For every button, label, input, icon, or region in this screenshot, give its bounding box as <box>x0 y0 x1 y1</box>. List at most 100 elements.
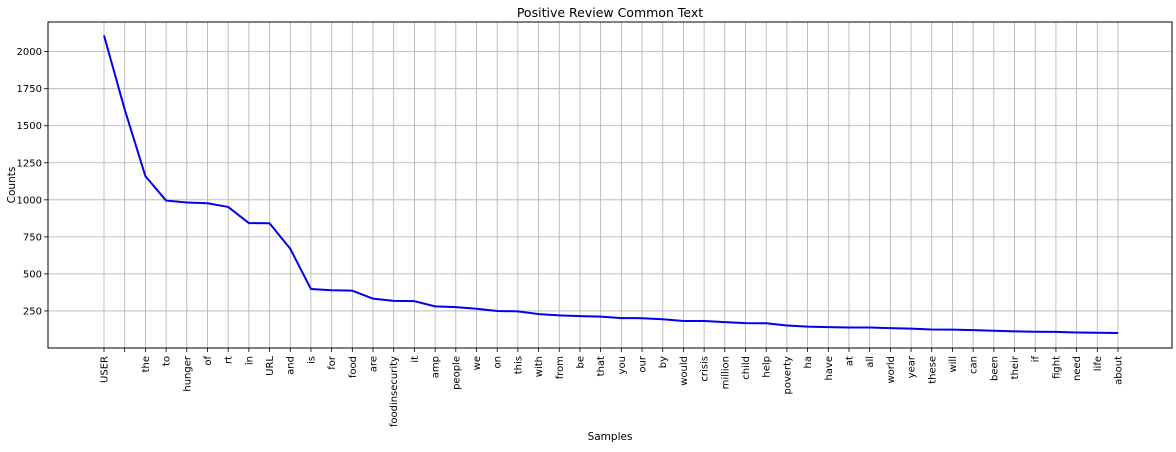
x-tick-label: for <box>327 355 338 370</box>
axis-ticks: USER the to hunger of rt in URL and is for food are f… <box>17 47 1125 427</box>
y-axis-label: Counts <box>6 167 18 204</box>
data-point <box>972 329 974 331</box>
y-tick-label: 2000 <box>17 47 42 58</box>
x-tick-label: rt <box>224 356 235 364</box>
x-tick-label: at <box>844 356 855 366</box>
x-tick-label: need <box>1072 356 1083 381</box>
x-tick-label: million <box>720 356 731 389</box>
x-tick-label: ha <box>803 356 814 368</box>
data-series <box>103 34 1119 335</box>
x-tick-label: child <box>741 356 752 380</box>
x-tick-label: you <box>617 356 628 374</box>
data-point <box>393 300 395 302</box>
x-tick-label: fight <box>1051 356 1062 379</box>
data-point <box>910 328 912 330</box>
x-tick-label: is <box>306 356 317 364</box>
data-point <box>641 317 643 319</box>
x-tick-label: to <box>162 356 173 366</box>
data-point <box>827 326 829 328</box>
data-point <box>703 320 705 322</box>
series-line <box>103 35 1119 335</box>
y-tick-label: 250 <box>23 306 42 317</box>
chart-title: Positive Review Common Text <box>517 5 703 20</box>
x-tick-label: all <box>865 356 876 368</box>
data-point <box>103 34 105 36</box>
data-point <box>206 202 208 204</box>
x-tick-label: the <box>141 356 152 372</box>
x-tick-label: be <box>575 356 586 369</box>
data-point <box>310 288 312 290</box>
data-point <box>724 321 726 323</box>
x-tick-label: amp <box>431 356 442 378</box>
data-point <box>807 326 809 328</box>
data-point <box>413 300 415 302</box>
x-tick-label: our <box>638 355 649 372</box>
y-tick-label: 1000 <box>17 195 42 206</box>
data-point <box>455 306 457 308</box>
x-tick-label: by <box>658 356 669 368</box>
x-tick-label: in <box>244 356 255 365</box>
y-tick-label: 1750 <box>17 84 42 95</box>
x-axis-label: Samples <box>588 431 633 443</box>
plot-frame <box>47 21 1173 349</box>
data-point <box>124 108 126 110</box>
x-tick-label: USER <box>100 356 111 383</box>
data-point <box>331 289 333 291</box>
data-point <box>1076 331 1078 333</box>
x-tick-label: that <box>596 356 607 376</box>
data-point <box>600 316 602 318</box>
x-tick-label: help <box>762 356 773 378</box>
x-tick-label: hunger <box>182 355 193 392</box>
data-point <box>517 310 519 312</box>
data-point <box>558 314 560 316</box>
data-point <box>1096 332 1098 334</box>
x-tick-label: and <box>286 356 297 375</box>
data-point <box>848 327 850 329</box>
data-point <box>579 315 581 317</box>
data-point <box>1034 331 1036 333</box>
x-tick-label: food <box>348 356 359 378</box>
data-point <box>765 322 767 324</box>
data-point <box>869 327 871 329</box>
x-tick-label: about <box>1114 356 1125 385</box>
y-tick-label: 750 <box>23 232 42 243</box>
data-point <box>889 327 891 329</box>
data-point <box>144 175 146 177</box>
data-point <box>1055 331 1057 333</box>
data-point <box>745 322 747 324</box>
data-point <box>1014 330 1016 332</box>
x-tick-label: URL <box>265 356 276 376</box>
data-point <box>351 290 353 292</box>
x-tick-label: from <box>555 356 566 379</box>
x-tick-label: on <box>493 356 504 368</box>
data-point <box>993 330 995 332</box>
data-point <box>186 201 188 203</box>
grid-lines <box>48 22 1172 348</box>
x-tick-label: have <box>824 356 835 381</box>
x-tick-label: life <box>1093 356 1104 371</box>
data-point <box>662 318 664 320</box>
x-tick-label: crisis <box>700 356 711 382</box>
x-tick-label: year <box>907 355 918 378</box>
data-point <box>496 310 498 312</box>
x-tick-label: we <box>472 356 483 370</box>
data-point <box>786 324 788 326</box>
x-tick-label: can <box>969 356 980 374</box>
x-tick-label: their <box>1010 355 1021 379</box>
data-point <box>269 222 271 224</box>
data-point <box>475 308 477 310</box>
x-tick-label: poverty <box>782 356 793 395</box>
x-tick-label: with <box>534 356 545 377</box>
x-tick-label: foodinsecurity <box>389 356 400 427</box>
x-tick-label: will <box>948 356 959 373</box>
data-point <box>289 248 291 250</box>
data-point <box>951 329 953 331</box>
x-tick-label: been <box>989 356 1000 381</box>
x-tick-label: these <box>927 356 938 384</box>
y-tick-label: 1500 <box>17 121 42 132</box>
data-point <box>248 222 250 224</box>
x-tick-label: are <box>369 356 380 372</box>
x-tick-label: people <box>451 356 462 390</box>
